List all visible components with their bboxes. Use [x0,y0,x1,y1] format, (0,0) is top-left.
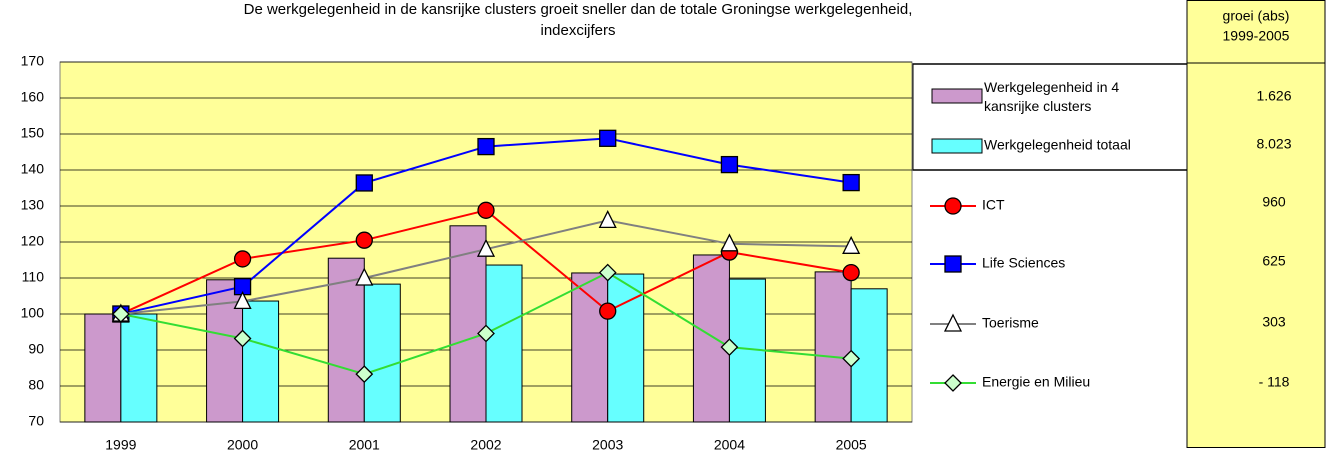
marker [355,267,374,286]
marker [355,231,373,249]
marker [842,235,861,254]
marker [355,365,374,384]
bar [814,271,852,423]
marker [477,324,495,343]
legend-label: ICT [982,197,1005,213]
legend-swatch [931,88,983,104]
legend-marker [944,374,962,392]
marker [720,338,739,357]
x-tick-label: 2005 [836,437,867,453]
bar [850,288,888,423]
table-value: - 118 [1259,374,1290,390]
legend-label: Werkgelegenheid totaal [984,137,1131,153]
bar [607,273,645,423]
marker [842,173,860,192]
bar [242,300,280,423]
bar [449,225,487,423]
x-tick-label: 2003 [592,437,623,453]
legend-marker [944,255,962,273]
y-tick-label: 170 [21,53,45,69]
marker [111,305,130,323]
table-header: groei (abs) [1223,8,1290,24]
bar [84,313,122,423]
marker [599,302,617,320]
table-value: 960 [1262,194,1286,210]
bar [692,254,730,423]
y-tick-label: 80 [28,377,44,393]
chart-title: De werkgelegenheid in de kansrijke clust… [244,1,913,18]
marker [233,250,252,268]
y-tick-label: 130 [21,197,45,213]
table-value: 8.023 [1256,136,1291,152]
table-value: 303 [1262,314,1286,330]
legend-marker [944,197,962,215]
marker [233,329,252,348]
y-tick-label: 110 [22,269,45,285]
x-tick-label: 1999 [105,437,136,453]
y-tick-label: 150 [21,125,45,141]
x-tick-label: 2000 [227,437,258,453]
marker [842,349,861,368]
marker [720,155,739,174]
marker [355,174,373,192]
y-tick-label: 140 [21,161,45,177]
y-tick-label: 120 [21,233,45,249]
legend-label: Life Sciences [982,255,1065,271]
table-value: 1.626 [1256,88,1291,104]
x-tick-label: 2004 [714,437,745,453]
table-header: 1999-2005 [1223,28,1290,44]
table-column [1186,0,1326,448]
bar [485,264,523,423]
bar [120,313,158,423]
legend-marker [943,313,963,332]
y-tick-label: 90 [28,341,44,357]
marker [842,263,860,282]
marker [720,233,739,252]
legend-label: Energie en Milieu [982,374,1090,390]
marker [477,201,495,219]
chart-subtitle: indexcijfers [540,22,615,39]
marker [598,263,617,282]
legend-swatch [931,138,983,154]
y-tick-label: 100 [21,305,45,321]
marker [233,290,252,310]
y-tick-label: 160 [21,89,45,105]
y-tick-label: 70 [28,413,44,429]
marker [599,129,617,147]
marker [477,137,495,156]
x-tick-label: 2001 [349,437,380,453]
legend-label: Werkgelegenheid in 4 kansrijke clusters [984,79,1119,114]
marker [476,238,496,257]
legend-label: Toerisme [982,315,1039,331]
marker [598,209,617,229]
x-tick-label: 2002 [470,437,501,453]
table-value: 625 [1262,253,1286,269]
bar [363,283,401,423]
